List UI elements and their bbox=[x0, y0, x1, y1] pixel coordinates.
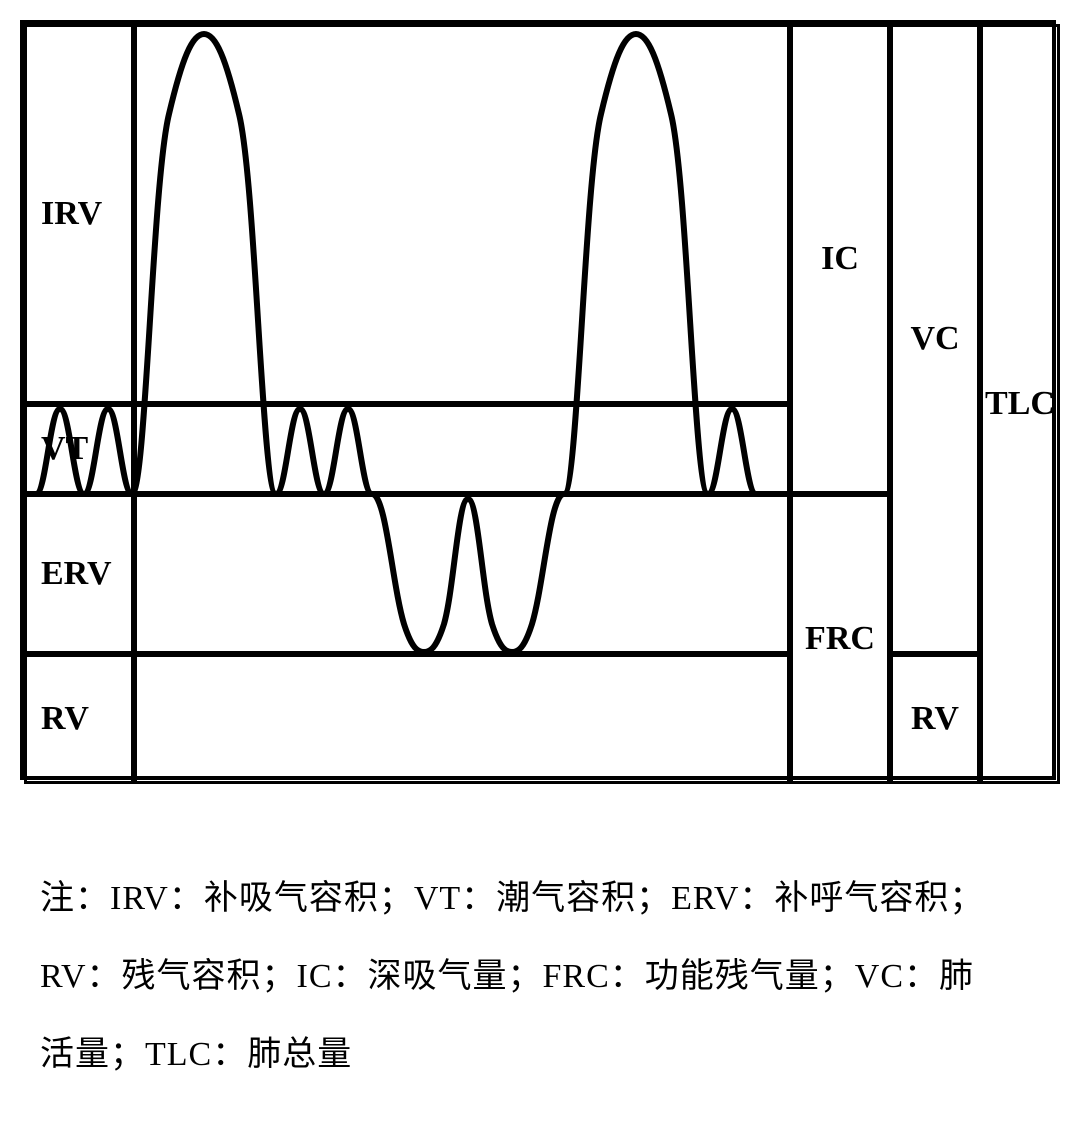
spirogram-svg bbox=[24, 24, 790, 784]
caption-line-2: RV：残气容积；IC：深吸气量；FRC：功能残气量；VC：肺 bbox=[40, 938, 1046, 1016]
frc-label: FRC bbox=[805, 620, 875, 658]
tlc-label: TLC bbox=[985, 385, 1055, 423]
rv-right-cell: RV bbox=[890, 654, 980, 784]
vc-cell: VC bbox=[890, 24, 980, 654]
vc-label: VC bbox=[910, 320, 959, 358]
ic-cell: IC bbox=[790, 24, 890, 494]
spirogram-wave bbox=[24, 24, 790, 784]
lung-volumes-figure: IRV VT ERV RV IC FRC VC RV TLC bbox=[20, 20, 1056, 780]
frc-cell: FRC bbox=[790, 494, 890, 784]
tlc-cell: TLC bbox=[980, 24, 1060, 784]
ic-label: IC bbox=[821, 240, 859, 278]
rv-right-label: RV bbox=[911, 700, 959, 738]
caption-line-1: 注：IRV：补吸气容积；VT：潮气容积；ERV：补呼气容积； bbox=[40, 860, 1046, 938]
spirogram-path bbox=[24, 34, 790, 652]
caption: 注：IRV：补吸气容积；VT：潮气容积；ERV：补呼气容积； RV：残气容积；I… bbox=[20, 860, 1056, 1105]
caption-line-3: 活量；TLC：肺总量 bbox=[40, 1016, 1046, 1094]
